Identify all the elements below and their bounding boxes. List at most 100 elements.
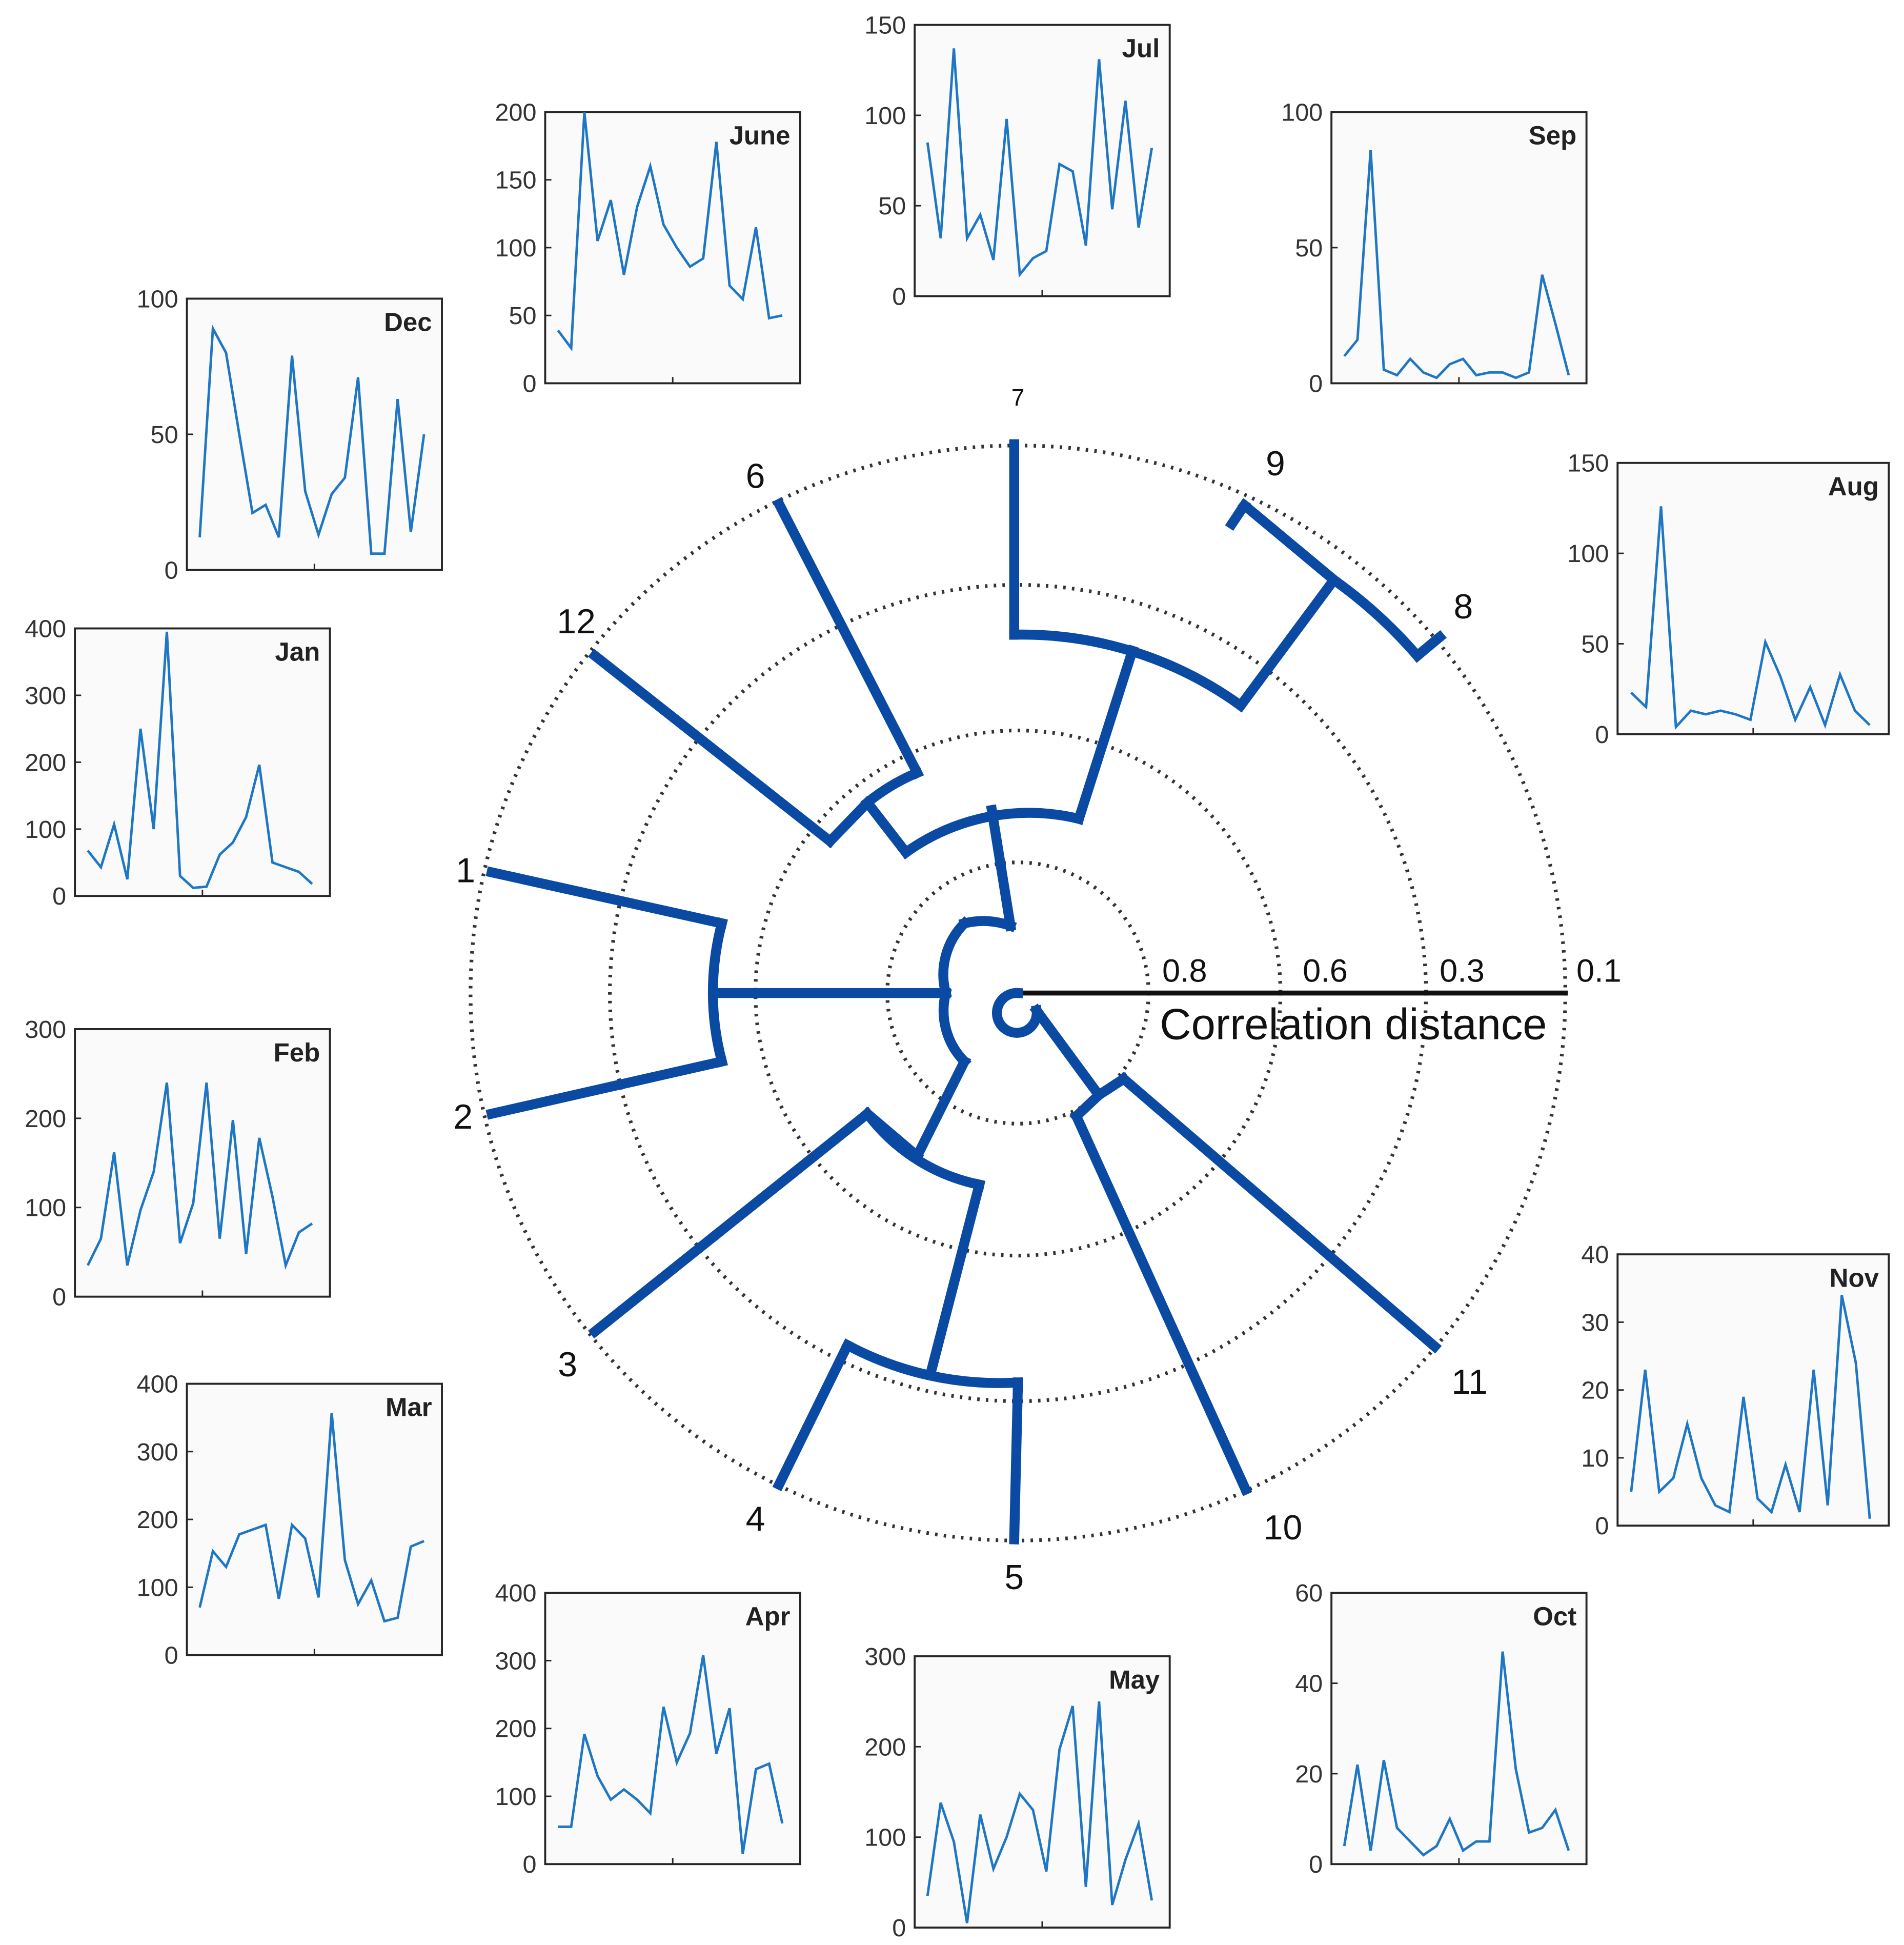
y-tick-label: 30 bbox=[1581, 1309, 1609, 1336]
y-tick-label: 0 bbox=[522, 370, 536, 397]
y-tick-label: 0 bbox=[892, 1914, 906, 1942]
series-line bbox=[1630, 506, 1871, 730]
dendrogram-branch bbox=[588, 1107, 875, 1339]
y-tick-label: 150 bbox=[495, 167, 537, 194]
y-tick-label: 200 bbox=[25, 749, 66, 776]
leaf-label: 10 bbox=[1264, 1508, 1303, 1547]
series-line bbox=[86, 1082, 313, 1270]
y-tick-label: 50 bbox=[878, 192, 906, 220]
month-chart-sep: 0 50 100 Sep bbox=[1281, 98, 1588, 397]
chart-title: Aug bbox=[1828, 472, 1879, 501]
y-tick-label: 100 bbox=[137, 1574, 178, 1601]
dendrogram-branch bbox=[1327, 573, 1425, 663]
y-tick-label: 300 bbox=[137, 1438, 178, 1466]
y-tick-label: 20 bbox=[1295, 1760, 1323, 1788]
y-tick-label: 50 bbox=[509, 302, 536, 330]
chart-title: Jul bbox=[1122, 34, 1160, 63]
chart-title: Apr bbox=[745, 1601, 791, 1631]
dendrogram-branch bbox=[958, 916, 1017, 932]
monthly-line-charts: 050100150Jul050100150200June050100Sep050… bbox=[25, 12, 1890, 1942]
y-tick-label: 0 bbox=[165, 1642, 178, 1670]
plot-area bbox=[74, 1028, 331, 1298]
circular-dendrogram: 0.8 0.6 0.3 0.1 Correlation distance 7 1… bbox=[453, 384, 1621, 1597]
plot-area bbox=[186, 297, 443, 571]
dendrogram-branch bbox=[841, 1338, 1023, 1388]
dendrogram-branch bbox=[1009, 1377, 1023, 1545]
chart-title: Sep bbox=[1529, 121, 1576, 150]
y-tick-label: 0 bbox=[522, 1851, 536, 1878]
y-tick-label: 40 bbox=[1295, 1670, 1323, 1698]
dendrogram-branch bbox=[938, 916, 971, 999]
dendrogram-branches bbox=[485, 439, 1447, 1545]
dendrogram-branch bbox=[1225, 498, 1251, 531]
month-chart-dec: 0 50 100 Dec bbox=[137, 285, 443, 584]
dendrogram-branch bbox=[772, 497, 924, 780]
axis-tick-label: 0.8 bbox=[1162, 953, 1207, 989]
leaf-label: 5 bbox=[1004, 1558, 1024, 1597]
y-tick-label: 400 bbox=[25, 615, 66, 643]
month-chart-apr: 0 100 200 300 400 Apr bbox=[495, 1579, 801, 1878]
y-tick-label: 200 bbox=[25, 1105, 66, 1133]
month-chart-june: 0 50 100 150 200 June bbox=[495, 98, 801, 397]
dendrogram-branch bbox=[588, 649, 837, 849]
y-tick-label: 300 bbox=[25, 682, 66, 710]
y-tick-label: 200 bbox=[137, 1506, 178, 1534]
dendrogram-branch bbox=[707, 917, 728, 1068]
month-chart-nov: 0 10 20 30 40 Nov bbox=[1581, 1241, 1890, 1540]
month-chart-feb: 0 100 200 300 Feb bbox=[25, 1016, 331, 1311]
y-tick-label: 100 bbox=[1567, 540, 1609, 568]
axis-tick-label: 0.3 bbox=[1440, 953, 1485, 989]
y-tick-label: 0 bbox=[1595, 1512, 1609, 1540]
dendrogram-branch bbox=[1410, 630, 1447, 663]
plot-area bbox=[74, 627, 331, 897]
dendrogram-branch bbox=[899, 808, 1085, 859]
leaf-label: 1 bbox=[456, 851, 475, 890]
series-line bbox=[198, 324, 426, 555]
leaf-label: 12 bbox=[557, 602, 596, 641]
y-tick-label: 0 bbox=[1309, 370, 1323, 397]
series-line bbox=[1630, 1295, 1871, 1519]
month-chart-jan: 0 100 200 300 400 Jan bbox=[25, 615, 331, 910]
dendrogram-branch bbox=[772, 1338, 855, 1492]
y-tick-label: 100 bbox=[25, 1194, 66, 1222]
y-tick-label: 40 bbox=[1581, 1241, 1609, 1269]
plot-area bbox=[544, 111, 801, 385]
axis-title: Correlation distance bbox=[1160, 999, 1547, 1048]
y-tick-label: 50 bbox=[1295, 234, 1323, 262]
series-line bbox=[1343, 150, 1570, 379]
y-tick-label: 100 bbox=[25, 816, 66, 844]
dendrogram-branch bbox=[1029, 1003, 1106, 1102]
dendrogram-branch bbox=[1117, 1072, 1442, 1354]
series-line bbox=[558, 1655, 784, 1854]
series-line bbox=[198, 1413, 425, 1623]
y-tick-label: 100 bbox=[864, 102, 906, 130]
axis-tick-label: 0.1 bbox=[1576, 953, 1622, 989]
month-chart-aug: 0 50 100 150 Aug bbox=[1567, 450, 1890, 749]
leaf-label: 2 bbox=[453, 1097, 473, 1136]
dendrogram-branch bbox=[1009, 629, 1248, 713]
chart-title: Feb bbox=[274, 1038, 320, 1067]
plot-area bbox=[544, 1592, 801, 1866]
y-tick-label: 200 bbox=[495, 1715, 537, 1743]
y-tick-label: 300 bbox=[495, 1647, 537, 1675]
y-tick-label: 0 bbox=[1309, 1851, 1323, 1878]
y-tick-label: 150 bbox=[864, 12, 906, 39]
leaf-label: 3 bbox=[558, 1345, 577, 1384]
month-chart-mar: 0 100 200 300 400 Mar bbox=[137, 1371, 443, 1670]
leaf-label-7: 7 bbox=[1011, 384, 1025, 411]
month-chart-may: 0 100 200 300 May bbox=[864, 1643, 1171, 1942]
chart-title: June bbox=[730, 121, 791, 150]
y-tick-label: 0 bbox=[892, 283, 906, 311]
plot-area bbox=[914, 1655, 1171, 1929]
series-line bbox=[557, 112, 783, 352]
dendrogram-branch bbox=[1069, 1109, 1252, 1496]
leaf-label: 9 bbox=[1266, 444, 1285, 483]
dendrogram-branch bbox=[485, 866, 728, 930]
leaf-label: 4 bbox=[746, 1499, 765, 1538]
dendrogram-branch bbox=[910, 1054, 971, 1163]
plot-area bbox=[1330, 1592, 1588, 1866]
leaf-label: 11 bbox=[1451, 1362, 1488, 1401]
y-tick-label: 0 bbox=[165, 556, 178, 584]
series-line bbox=[87, 631, 313, 889]
